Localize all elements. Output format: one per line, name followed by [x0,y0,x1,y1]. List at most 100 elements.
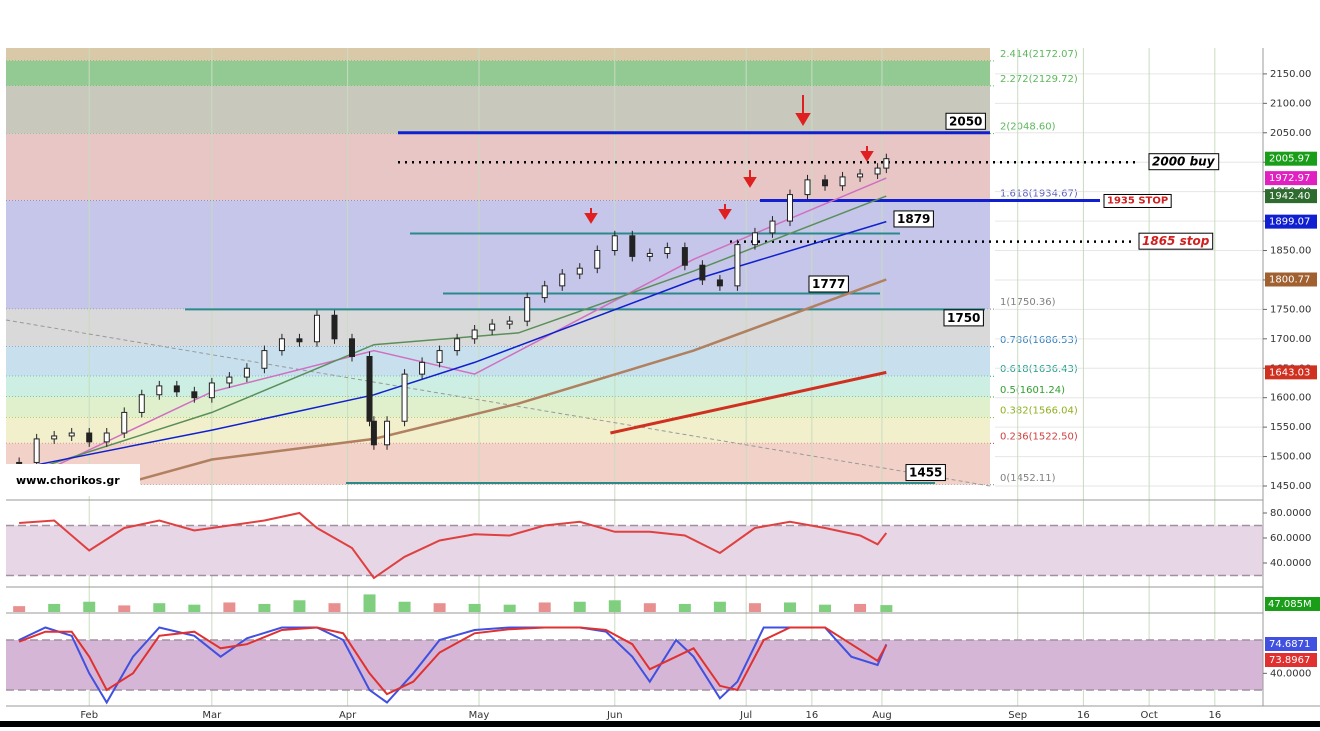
volume-bar [83,601,96,612]
volume-bar [880,605,893,612]
level-box [945,112,986,130]
volume-bar [293,600,306,612]
candle [883,158,890,169]
candle [243,367,250,378]
candle [51,435,58,440]
fib-band [6,443,990,485]
candle [208,382,215,399]
stoch-badge-label: 74.6871 [1269,639,1310,650]
fib-band [6,85,990,134]
candle [103,432,110,443]
x-tick-label: Feb [80,710,98,721]
candle [370,420,377,446]
candle [226,376,233,384]
fib-band [6,484,990,500]
fib-band [6,376,990,397]
volume-bar [118,605,131,612]
fib-label: 2(2048.60) [1000,122,1056,133]
y-tick-label: 1750.00 [1270,304,1311,315]
fib-band [6,48,990,61]
x-tick-label: Sep [1008,710,1027,721]
volume-bar [503,604,516,612]
stoch-badge [1265,637,1317,651]
y-tick-label: 60.0000 [1270,533,1311,544]
candle [261,350,268,369]
volume-bar [188,604,201,612]
candle [86,432,93,443]
candle [839,176,846,187]
x-tick-label: Mar [202,710,222,721]
x-tick-label: Jul [739,710,752,721]
candle [541,285,548,299]
volume-bar [258,603,271,612]
volume-bar [573,601,586,612]
y-tick-label: 1500.00 [1270,452,1311,463]
x-tick-label: Oct [1140,710,1157,721]
fib-band [6,133,990,201]
candle [138,394,145,413]
candle [822,179,829,187]
candle [366,355,373,422]
y-tick-label: 1450.00 [1270,481,1311,492]
main-panel: 2050 2000 buy 1935 STOP 1879 1865 stop 1777 17… [16,112,1220,485]
grid [6,48,1263,706]
candle [68,432,75,437]
candle [699,264,706,281]
volume-bar [223,602,236,612]
price-badge-label: 1942.40 [1269,191,1310,202]
fib-label: 0(1452.11) [1000,473,1056,484]
candle [769,220,776,234]
level-label: 2050 [949,114,982,128]
level-box [905,464,946,482]
volume-bar [608,600,621,612]
candle [191,391,198,399]
candle [874,167,881,175]
candle [786,194,793,222]
y-tick-label: 40.0000 [1270,668,1311,679]
moving-average [18,195,887,475]
bottom-bar [0,721,1320,727]
volume-bar [713,601,726,612]
candle [296,338,303,343]
watermark-box [6,464,140,496]
y-tick-label: 2100.00 [1270,98,1311,109]
stoch-badge-label: 73.8967 [1269,655,1310,666]
fib-label: 2.414(2172.07) [1000,49,1078,60]
volume-bar [854,603,867,612]
candle [629,235,636,257]
volume-bar [538,602,551,612]
arrows [584,95,874,224]
candle [401,373,408,422]
watermark: www.chorikos.gr [16,474,120,487]
price-badge-label: 1899.07 [1269,217,1310,228]
candle [857,173,864,178]
fib-band [6,309,990,347]
volume-bar [398,601,411,612]
candle [173,385,180,393]
candle [524,297,531,322]
volume-badge [1265,597,1320,611]
price-badge [1265,189,1317,204]
level-label: 1865 stop [1142,234,1210,248]
y-tick-label: 2150.00 [1270,69,1311,80]
candle [33,438,40,463]
volume-badge-label: 47.085M [1268,599,1312,610]
rsi-band [6,525,1263,576]
fib-bands: 2.414(2172.07) 2.272(2129.72) 2(2048.60) 1.… [6,48,1078,500]
candle [419,361,426,375]
x-tick-label: 16 [1077,710,1090,721]
y-tick-label: 40.0000 [1270,558,1311,569]
x-tick-label: Aug [872,710,892,721]
fib-label: 0.618(1636.43) [1000,364,1078,375]
candle [16,461,23,464]
fib-label: 1(1750.36) [1000,297,1056,308]
price-badge-label: 2005.97 [1269,154,1310,165]
fib-label: 0.382(1566.04) [1000,406,1078,417]
level-label: 1935 STOP [1107,195,1168,206]
level-box [808,275,849,293]
volume-bar [783,602,796,612]
level-label: 1455 [909,466,942,480]
candle [156,385,163,396]
